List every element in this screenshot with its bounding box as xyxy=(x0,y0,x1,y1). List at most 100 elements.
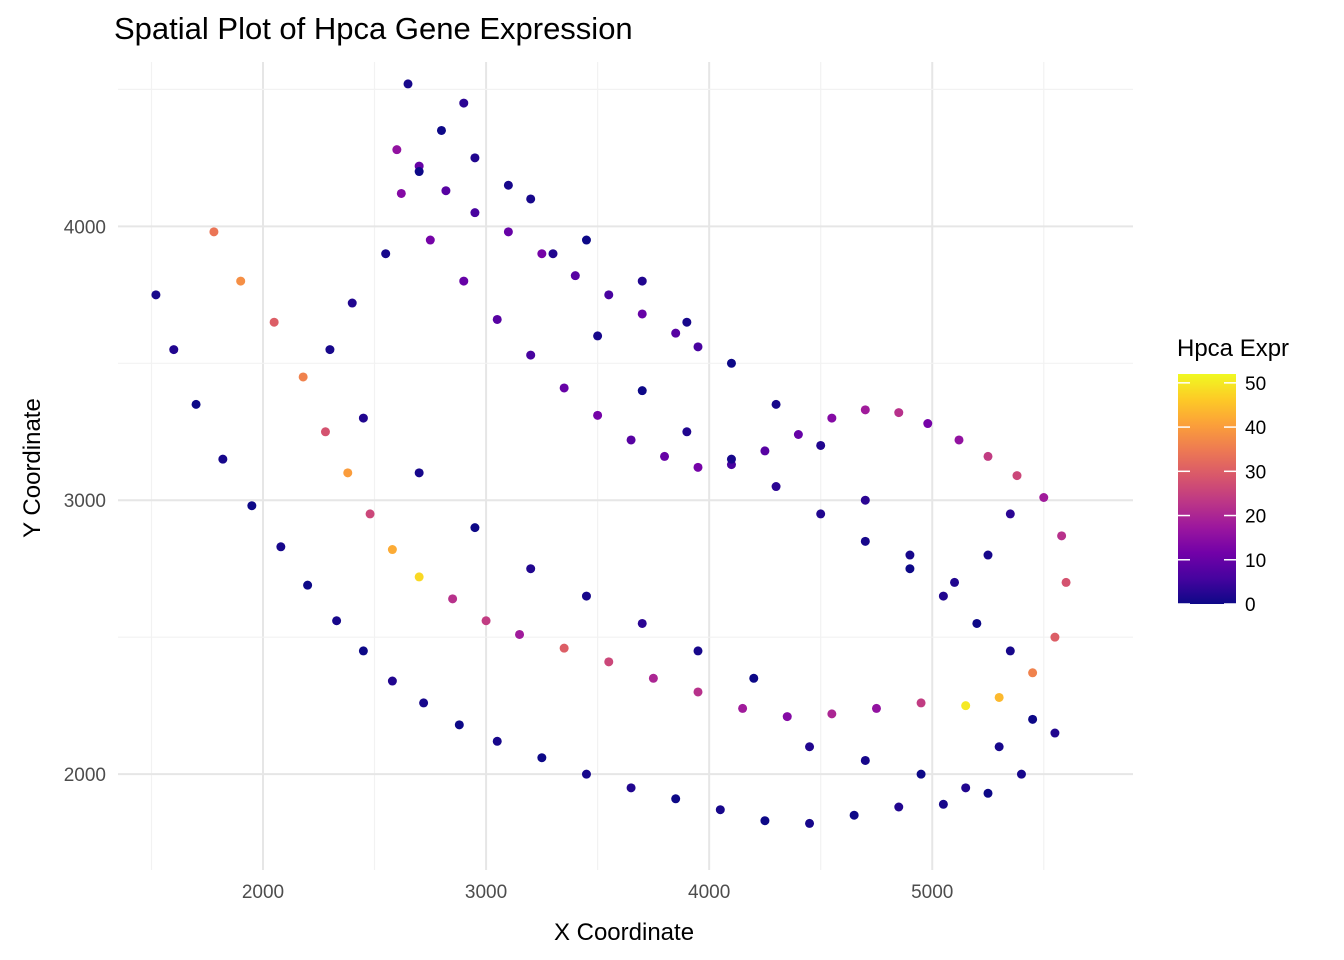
x-tick-label: 5000 xyxy=(911,882,953,903)
data-point xyxy=(581,769,591,779)
data-point xyxy=(660,451,670,461)
data-point xyxy=(938,591,948,601)
y-tick-label: 3000 xyxy=(64,491,106,512)
data-point xyxy=(604,657,614,667)
data-point xyxy=(414,572,424,582)
data-point xyxy=(860,495,870,505)
data-point xyxy=(648,673,658,683)
data-point xyxy=(515,629,525,639)
data-point xyxy=(961,783,971,793)
data-point xyxy=(1057,531,1067,541)
data-point xyxy=(365,509,375,519)
data-point xyxy=(860,405,870,415)
data-point xyxy=(972,618,982,628)
data-point xyxy=(782,712,792,722)
data-point xyxy=(1005,509,1015,519)
data-point xyxy=(459,98,469,108)
data-point xyxy=(436,125,446,135)
x-tick-label: 2000 xyxy=(242,882,284,903)
legend-tick-label: 30 xyxy=(1245,462,1266,483)
data-point xyxy=(526,194,536,204)
data-point xyxy=(503,180,513,190)
data-point xyxy=(276,542,286,552)
data-point xyxy=(637,276,647,286)
data-point xyxy=(682,427,692,437)
data-point xyxy=(387,545,397,555)
data-point xyxy=(298,372,308,382)
data-point xyxy=(693,342,703,352)
data-point xyxy=(905,564,915,574)
legend-tick-label: 20 xyxy=(1245,507,1266,528)
data-point xyxy=(593,331,603,341)
data-point xyxy=(604,290,614,300)
data-point xyxy=(503,227,513,237)
data-point xyxy=(1061,577,1071,587)
data-point xyxy=(209,227,219,237)
data-point xyxy=(387,676,397,686)
data-point xyxy=(581,591,591,601)
y-tick-label: 2000 xyxy=(64,765,106,786)
data-point xyxy=(938,799,948,809)
data-point xyxy=(1012,471,1022,481)
data-point xyxy=(448,594,458,604)
data-point xyxy=(526,564,536,574)
data-point xyxy=(492,736,502,746)
data-point xyxy=(481,616,491,626)
axis-tick-labels: 2000 3000 4000 5000 2000 3000 4000 xyxy=(64,217,954,903)
data-point xyxy=(827,709,837,719)
data-point xyxy=(637,309,647,319)
data-point xyxy=(247,501,257,511)
data-point xyxy=(414,167,424,177)
legend-tick-label: 40 xyxy=(1245,418,1266,439)
data-point xyxy=(470,523,480,533)
data-point xyxy=(805,818,815,828)
data-point xyxy=(983,550,993,560)
data-point xyxy=(169,345,179,355)
data-point xyxy=(191,399,201,409)
x-tick-label: 4000 xyxy=(688,882,730,903)
data-point xyxy=(332,616,342,626)
y-axis-title: Y Coordinate xyxy=(19,398,46,538)
data-point xyxy=(470,208,480,218)
data-point xyxy=(470,153,480,163)
data-point xyxy=(793,430,803,440)
data-point xyxy=(671,794,681,804)
legend-tick-label: 0 xyxy=(1245,595,1256,616)
data-point xyxy=(816,440,826,450)
data-point xyxy=(626,783,636,793)
data-point xyxy=(381,249,391,259)
x-axis-title: X Coordinate xyxy=(554,919,694,946)
data-point xyxy=(637,386,647,396)
data-point xyxy=(738,703,748,713)
data-point xyxy=(860,755,870,765)
data-point xyxy=(218,454,228,464)
data-point xyxy=(916,698,926,708)
data-point xyxy=(983,451,993,461)
data-point xyxy=(726,358,736,368)
data-point xyxy=(537,753,547,763)
data-point xyxy=(954,435,964,445)
data-point xyxy=(816,509,826,519)
legend-title: Hpca Expr xyxy=(1177,335,1289,362)
y-tick-label: 4000 xyxy=(64,217,106,238)
grid-lines xyxy=(118,62,1133,870)
data-point xyxy=(693,462,703,472)
data-point xyxy=(860,536,870,546)
data-point xyxy=(760,816,770,826)
data-point xyxy=(1016,769,1026,779)
data-point xyxy=(358,413,368,423)
data-point xyxy=(726,454,736,464)
data-point xyxy=(414,468,424,478)
data-point xyxy=(849,810,859,820)
data-point xyxy=(771,399,781,409)
data-point xyxy=(983,788,993,798)
data-point xyxy=(871,703,881,713)
data-point xyxy=(682,317,692,327)
data-point xyxy=(805,742,815,752)
data-point xyxy=(425,235,435,245)
data-point xyxy=(320,427,330,437)
data-point xyxy=(537,249,547,259)
data-point xyxy=(771,482,781,492)
data-point xyxy=(559,643,569,653)
